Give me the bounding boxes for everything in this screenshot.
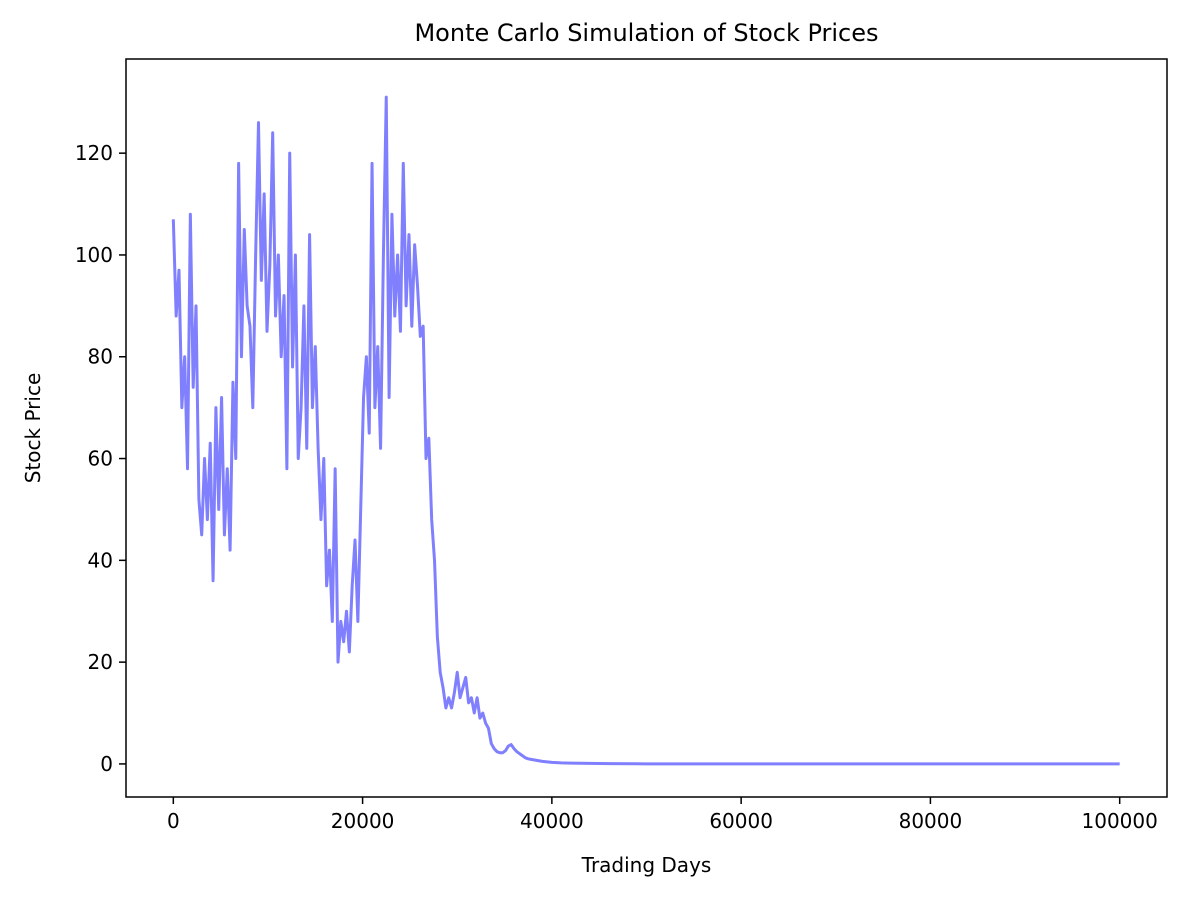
x-tick-label: 100000 [1082,809,1158,833]
y-tick-label: 80 [88,345,113,369]
y-tick-label: 120 [75,141,113,165]
x-axis: 0 20000 40000 60000 80000 100000 [167,797,1158,833]
axes-frame [125,58,1168,798]
y-tick-label: 0 [100,752,113,776]
y-axis: 0 20 40 60 80 100 120 [75,141,126,776]
chart-title: Monte Carlo Simulation of Stock Prices [414,19,878,47]
x-axis-label: Trading Days [581,853,712,877]
x-tick-label: 60000 [709,809,773,833]
y-tick-label: 20 [88,650,113,674]
x-tick-label: 40000 [520,809,584,833]
y-tick-label: 40 [88,548,113,572]
y-tick-label: 100 [75,243,113,267]
plot-area [171,95,1120,766]
y-axis-label: Stock Price [21,373,45,484]
y-tick-label: 60 [88,447,113,471]
x-tick-label: 20000 [331,809,395,833]
x-tick-label: 0 [167,809,180,833]
series-line-0 [171,95,1120,766]
x-tick-label: 80000 [899,809,963,833]
